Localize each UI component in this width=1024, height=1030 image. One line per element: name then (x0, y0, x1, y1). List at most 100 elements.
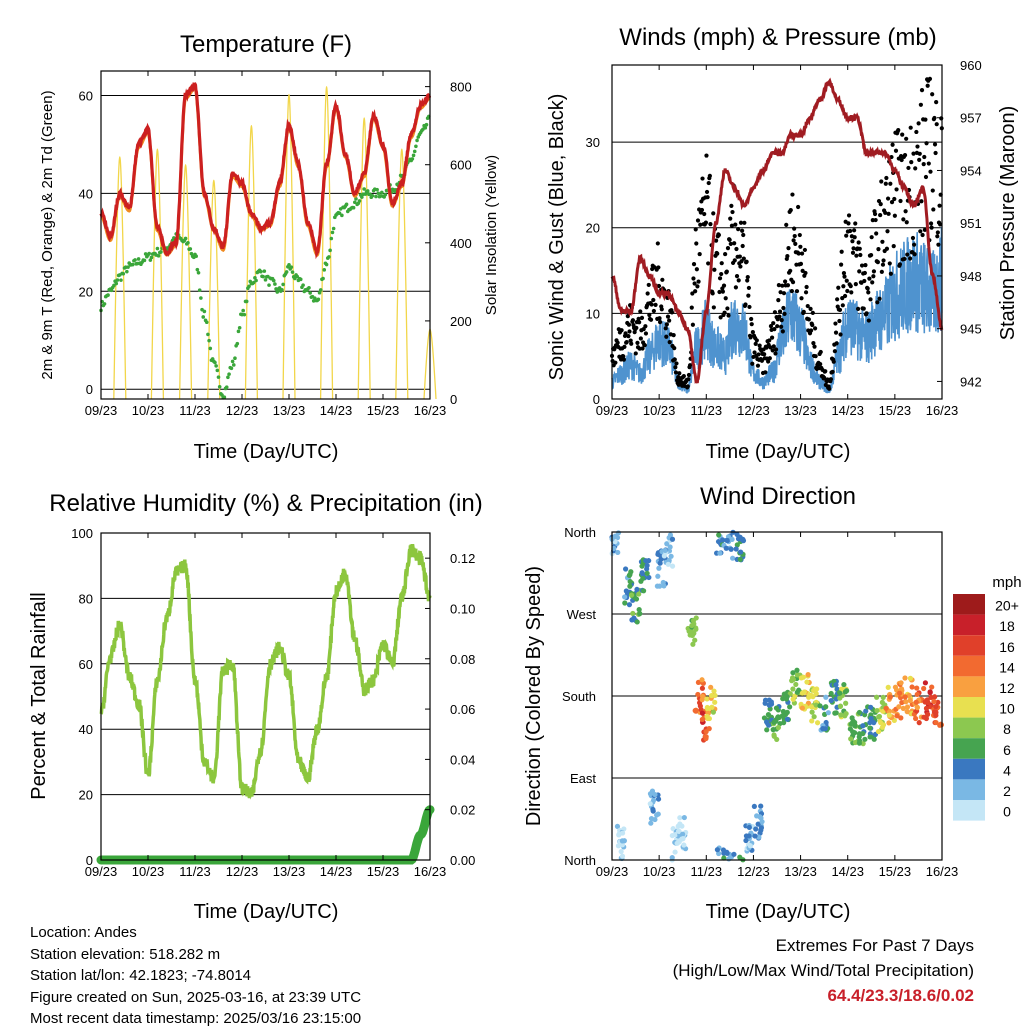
gust-point (676, 375, 681, 380)
y-tick-label-left: West (567, 607, 597, 622)
dewpoint-point (414, 144, 418, 149)
legend-swatch (953, 717, 985, 739)
gust-point (861, 306, 866, 311)
gust-point (703, 220, 709, 225)
extremes-box: Extremes For Past 7 Days (High/Low/Max W… (673, 933, 974, 1008)
dewpoint-point (376, 191, 381, 196)
gust-point (639, 315, 645, 320)
gust-point (729, 203, 734, 208)
gust-point (736, 227, 741, 232)
direction-point (733, 546, 739, 552)
gust-point (892, 196, 897, 202)
direction-point (652, 791, 658, 798)
gust-point (923, 174, 929, 180)
gust-point (792, 226, 797, 231)
gust-point (902, 256, 907, 262)
direction-xlabel: Time (Day/UTC) (706, 901, 851, 923)
legend-swatch (953, 655, 985, 677)
gust-point (810, 322, 815, 328)
direction-point (867, 719, 873, 726)
x-tick-label: 15/23 (879, 403, 912, 418)
dewpoint-point (287, 262, 291, 267)
direction-point (898, 680, 904, 686)
direction-point (804, 679, 810, 685)
x-tick-label: 11/23 (690, 864, 722, 879)
legend-swatch (953, 779, 985, 800)
gust-point (880, 239, 885, 244)
direction-point (711, 688, 717, 694)
gust-point (645, 291, 650, 296)
gust-point (888, 271, 893, 276)
direction-point (886, 712, 892, 718)
gust-point (797, 232, 802, 238)
gust-point (935, 234, 940, 239)
dewpoint-point (308, 291, 312, 295)
dewpoint-point (142, 258, 147, 263)
gust-point (926, 161, 931, 166)
gust-point (812, 326, 818, 331)
figure-created: Figure created on Sun, 2025-03-16, at 23… (30, 988, 362, 1006)
dewpoint-point (357, 199, 362, 203)
legend-label: 16 (999, 639, 1015, 655)
gust-point (663, 326, 668, 331)
direction-point (765, 722, 772, 728)
legend-swatch (953, 758, 985, 780)
gust-point (729, 223, 735, 228)
gust-point (930, 188, 935, 193)
direction-point (883, 705, 889, 711)
dewpoint-point (411, 153, 416, 158)
gust-point (840, 303, 845, 308)
gust-point (694, 267, 699, 272)
direction-point (914, 705, 920, 711)
direction-point (699, 716, 705, 723)
gust-point (848, 228, 853, 234)
direction-point (738, 549, 744, 555)
x-tick-label: 10/23 (643, 403, 676, 418)
gust-point (851, 246, 856, 251)
direction-point (801, 689, 807, 695)
dewpoint-point (253, 276, 257, 280)
dewpoint-point (424, 122, 429, 127)
direction-point (856, 709, 863, 716)
direction-point (909, 684, 915, 690)
gust-point (686, 377, 691, 382)
dewpoint-point (196, 271, 201, 275)
gust-point (743, 302, 748, 307)
direction-point (933, 719, 939, 726)
gust-point (759, 358, 765, 363)
direction-point (614, 823, 621, 830)
direction-point (764, 727, 770, 733)
gust-point (796, 204, 801, 210)
dewpoint-point (383, 192, 388, 197)
direction-point (935, 699, 941, 705)
dewpoint-point (125, 269, 129, 274)
gust-point (923, 117, 928, 122)
temperature-ylabel-right: Solar Insolation (Yellow) (483, 155, 500, 315)
gust-point (900, 132, 905, 137)
gust-point (857, 246, 862, 251)
gust-point (863, 263, 868, 268)
gust-point (690, 322, 695, 327)
x-tick-label: 11/23 (179, 403, 211, 418)
gust-point (889, 200, 895, 205)
gust-point (868, 297, 873, 302)
gust-point (803, 290, 809, 295)
direction-point (904, 709, 910, 715)
gust-point (890, 142, 895, 147)
winds-title: Winds (mph) & Pressure (mb) (619, 24, 936, 51)
gust-point (891, 244, 896, 249)
legend-label: 0 (1003, 804, 1011, 820)
dewpoint-point (214, 364, 218, 368)
gust-point (626, 334, 631, 339)
direction-point (704, 704, 710, 711)
direction-point (790, 676, 796, 683)
direction-point (923, 705, 930, 711)
gust-point (918, 102, 923, 107)
gust-point (771, 344, 776, 349)
direction-point (731, 851, 737, 857)
direction-point (839, 686, 845, 692)
direction-point (753, 826, 759, 832)
x-tick-label: 10/23 (643, 864, 676, 879)
gust-point (716, 232, 722, 238)
direction-point (896, 690, 903, 696)
